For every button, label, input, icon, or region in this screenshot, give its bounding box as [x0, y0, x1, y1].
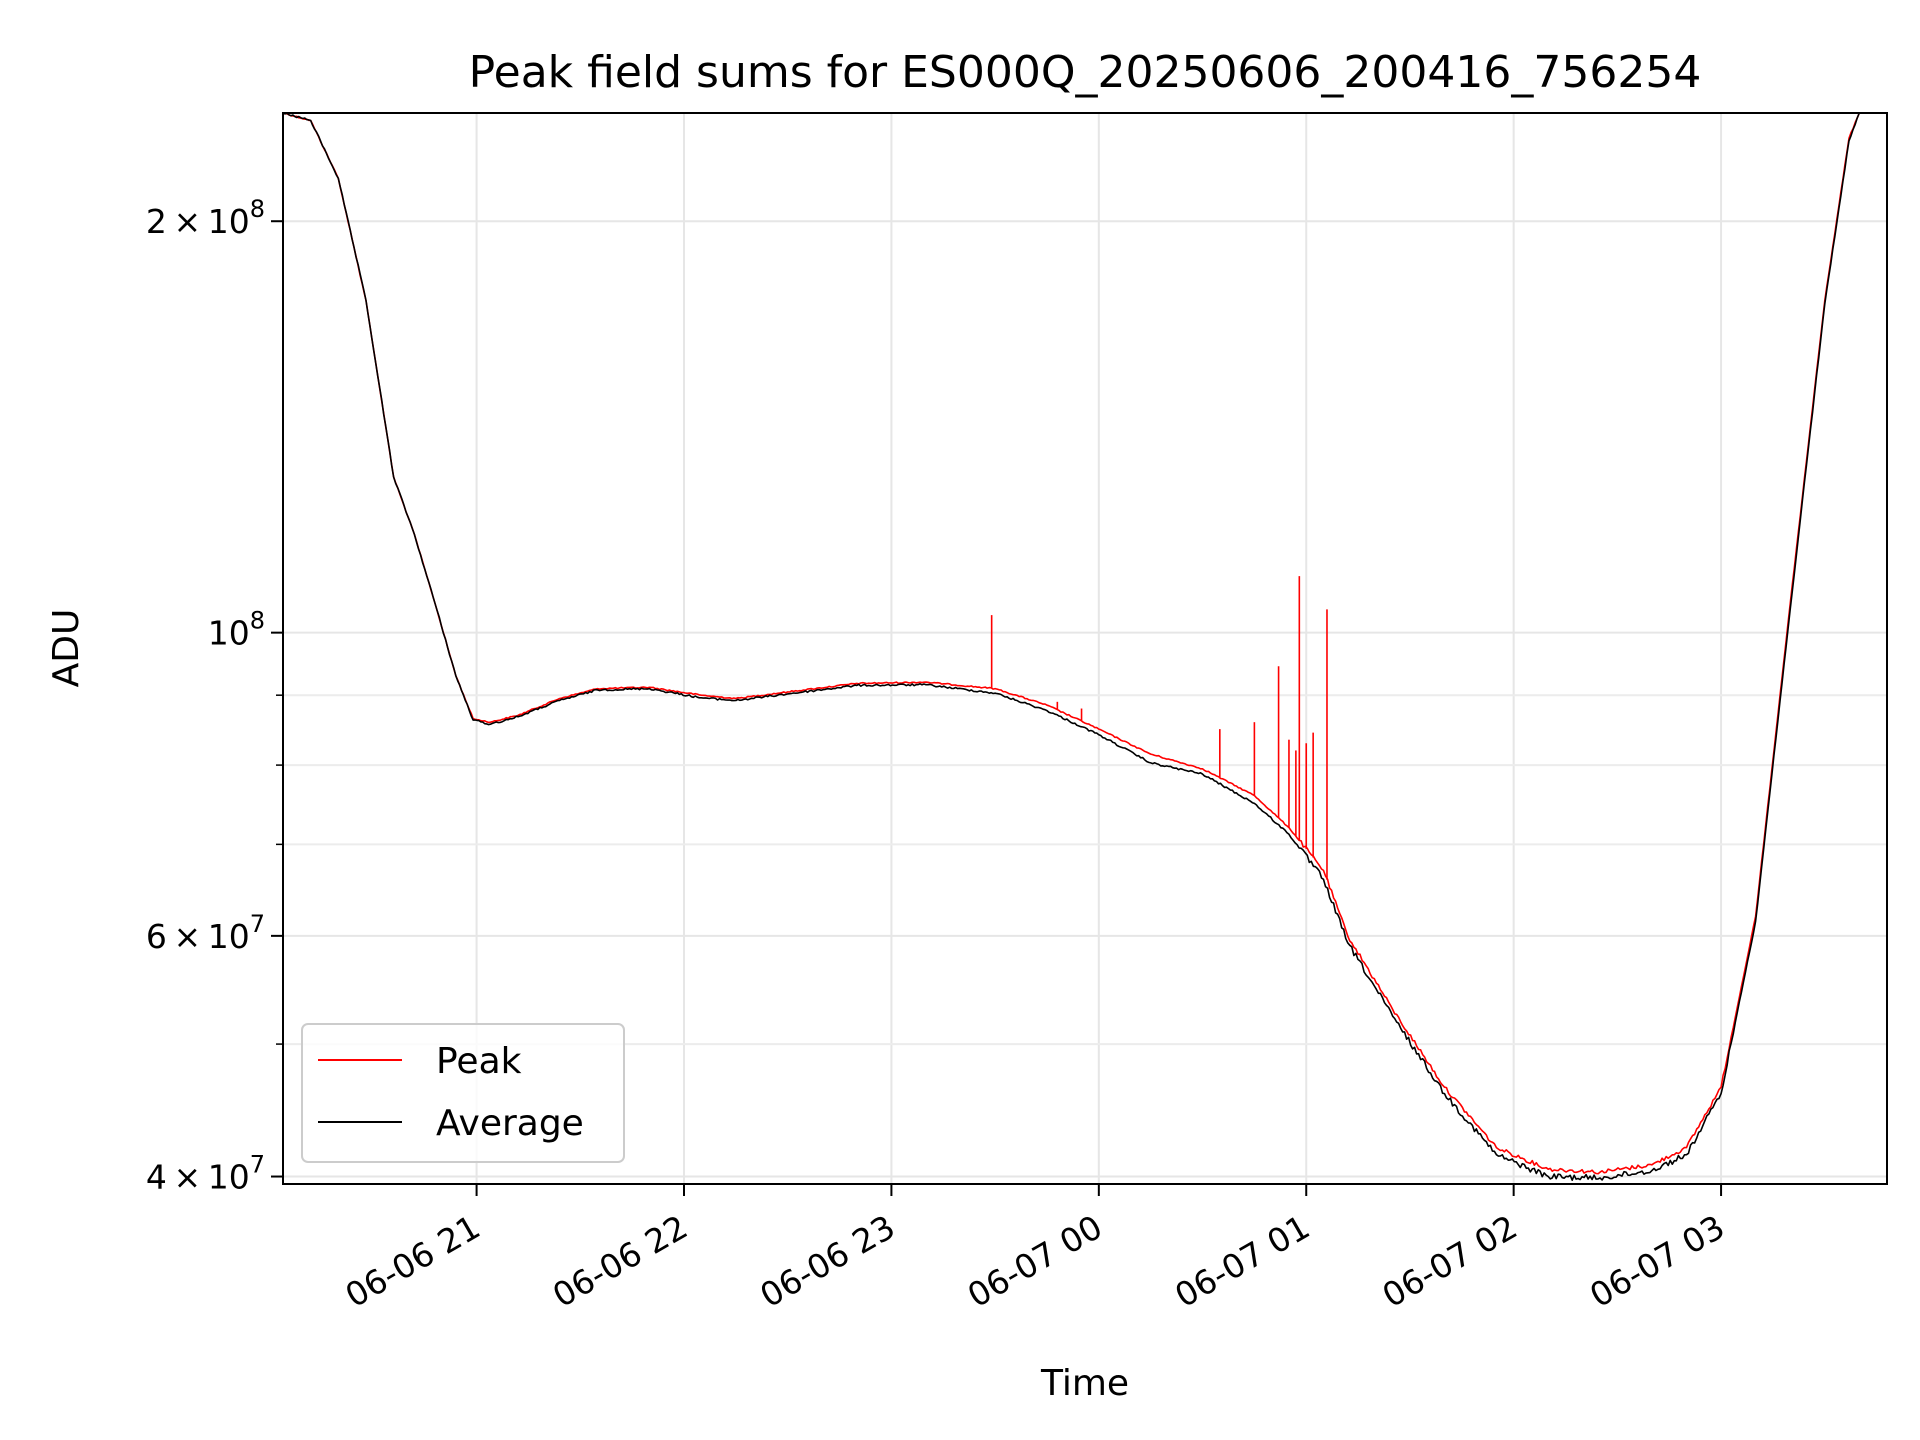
plot-frame	[282, 112, 1888, 1185]
chart-title: Peak field sums for ES000Q_20250606_2004…	[469, 47, 1702, 98]
plot-series	[282, 112, 1861, 1181]
y-tick-label: 4 × 107	[146, 1151, 265, 1197]
y-tick-label: 108	[208, 607, 265, 653]
y-tick-label: 6 × 107	[146, 910, 265, 956]
x-axis-label: Time	[1040, 1363, 1129, 1404]
y-axis-label: ADU	[46, 609, 87, 688]
legend-box	[301, 1023, 625, 1163]
legend-label-peak: Peak	[436, 1041, 522, 1082]
y-axis-ticks: 4 × 107 6 × 107 108 2 × 108	[146, 195, 283, 1197]
series-line-average	[282, 112, 1861, 1181]
legend-label-average: Average	[436, 1103, 584, 1144]
legend: Peak Average	[301, 1023, 625, 1163]
series-line-peak	[282, 112, 1861, 1175]
y-tick-label: 2 × 108	[146, 195, 265, 241]
grid	[283, 113, 1887, 1184]
